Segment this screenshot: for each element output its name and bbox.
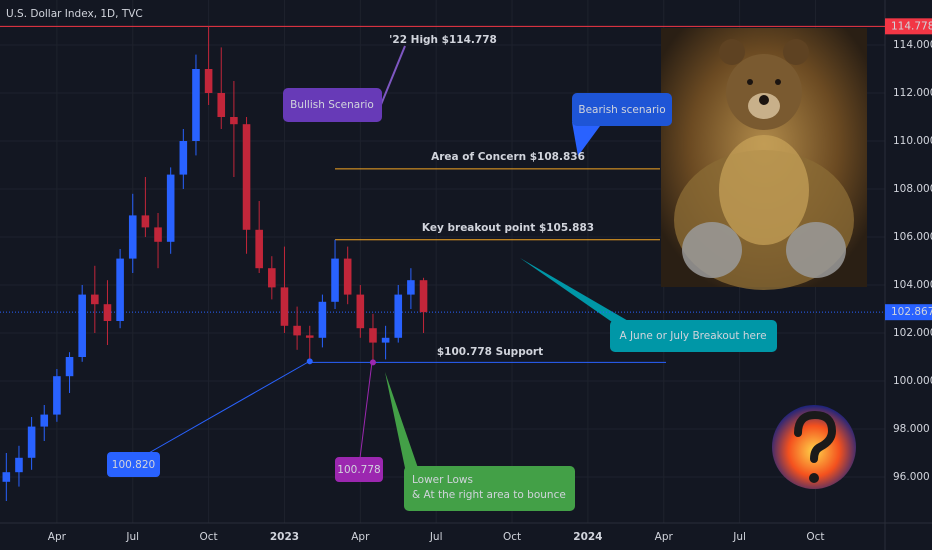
x-tick-label: Jul [429,531,443,543]
question-icon [772,405,856,489]
point-label: 100.820 [112,459,155,471]
x-tick-label: Apr [655,531,674,543]
y-tick-label: 104.000 [893,279,932,291]
candle-body [78,294,86,357]
annotation-box [610,320,777,352]
annotation: '22 High $114.778 [389,34,497,46]
candle-body [116,258,124,321]
x-tick-label: Apr [48,531,67,543]
x-tick-label: 2024 [573,531,602,543]
y-tick-label: 96.000 [893,471,930,483]
candle-body [381,337,390,343]
annotation: Area of Concern $108.836 [431,151,585,163]
candle-body [394,294,403,338]
connectors [132,45,630,468]
candle-body [280,287,289,326]
candle-body [242,124,251,230]
annotation: $100.778 Support [437,346,543,358]
price-tag-label: 114.778 [891,20,932,32]
candle-body [27,426,36,458]
x-tick-label: Jul [732,531,746,543]
candle-body [154,227,162,242]
y-tick-label: 110.000 [893,135,932,147]
y-tick-label: 108.000 [893,183,932,195]
x-tick-label: 2023 [270,531,299,543]
annotation: Key breakout point $105.883 [422,222,594,234]
y-tick-label: 114.000 [893,39,932,51]
y-tick-label: 100.000 [893,375,932,387]
candle-body [91,294,99,305]
chart-title: U.S. Dollar Index, 1D, TVC [6,8,143,20]
annotation: Lower Lows [412,474,473,486]
point-label: 100.778 [337,464,380,476]
annotation-box [404,466,575,511]
candle-body [141,215,150,228]
candle-body [65,356,74,377]
annotation-box [572,93,672,126]
candle-body [356,294,365,329]
x-tick-label: Oct [503,531,521,543]
label-box [107,452,160,477]
y-tick-label: 112.000 [893,87,932,99]
price-tag [885,304,932,321]
bear-image [661,28,867,290]
candle-body [166,174,175,242]
candle-body [217,92,226,117]
candle-body [204,68,213,93]
label-box [335,457,383,482]
annotation: Bullish Scenario [290,99,374,111]
candle-body [15,457,23,473]
point-marker [306,358,313,365]
candle-body [331,258,339,302]
annotation: Bearish scenario [578,104,665,116]
point-marker [369,359,376,366]
candle-body [255,229,263,269]
candle-body [407,280,415,295]
y-tick-label: 98.000 [893,423,930,435]
candle-body [318,301,327,338]
candle-body [419,280,428,313]
annotation-box [283,88,382,122]
x-tick-label: Oct [200,531,218,543]
candle-body [268,268,276,288]
candle-body [2,472,11,482]
candle-body [305,335,314,338]
candle-body [230,116,238,125]
x-tick-label: Apr [351,531,370,543]
annotation: & At the right area to bounce [412,489,566,501]
y-tick-label: 106.000 [893,231,932,243]
x-tick-label: Jul [125,531,139,543]
candle-body [53,376,61,415]
candle-body [192,68,200,141]
price-tag [885,18,932,35]
x-tick-label: Oct [806,531,824,543]
candle-body [179,140,188,175]
candle-body [103,304,112,321]
candle-body [293,325,301,336]
candle-body [128,215,137,259]
candle-body [40,414,49,427]
price-tag-label: 102.867 [891,306,932,318]
y-tick-label: 102.000 [893,327,932,339]
candle-body [369,328,377,343]
annotation: A June or July Breakout here [619,330,766,342]
candle-body [343,258,352,295]
